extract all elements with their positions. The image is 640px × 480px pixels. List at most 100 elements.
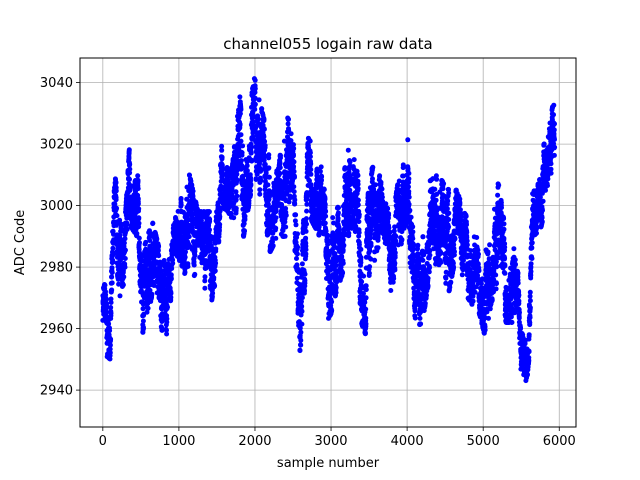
data-point (367, 271, 372, 276)
data-point (210, 291, 215, 296)
data-point (115, 213, 120, 218)
data-point (385, 206, 390, 211)
data-point (299, 322, 304, 327)
data-point (434, 198, 439, 203)
data-point (298, 348, 303, 353)
data-point (256, 116, 261, 121)
data-point (453, 236, 458, 241)
data-point (245, 168, 250, 173)
data-point (448, 280, 453, 285)
data-point (258, 178, 263, 183)
data-point (323, 202, 328, 207)
data-point (369, 243, 374, 248)
data-point (240, 150, 245, 155)
data-point (108, 350, 113, 355)
data-point (291, 153, 296, 158)
data-point (452, 249, 457, 254)
data-point (427, 253, 432, 258)
data-point (123, 256, 128, 261)
data-point (292, 197, 297, 202)
data-point (334, 263, 339, 268)
data-points (100, 76, 557, 383)
data-point (136, 179, 141, 184)
data-point (407, 202, 412, 207)
data-point (156, 244, 161, 249)
data-point (323, 209, 328, 214)
data-point (341, 261, 346, 266)
data-point (123, 248, 128, 253)
data-point (179, 196, 184, 201)
data-point (291, 184, 296, 189)
data-point (108, 337, 113, 342)
data-point (446, 224, 451, 229)
data-point (192, 263, 197, 268)
data-point (291, 164, 296, 169)
data-point (193, 249, 198, 254)
data-point (426, 276, 431, 281)
data-point (253, 86, 258, 91)
data-point (303, 251, 308, 256)
data-point (292, 169, 297, 174)
data-point (217, 214, 222, 219)
data-point (406, 184, 411, 189)
data-point (267, 175, 272, 180)
data-point (341, 243, 346, 248)
data-point (304, 247, 309, 252)
data-point (304, 216, 309, 221)
data-point (183, 250, 188, 255)
data-point (471, 299, 476, 304)
data-point (303, 272, 308, 277)
data-point (262, 117, 267, 122)
data-point (156, 253, 161, 258)
data-point (295, 231, 300, 236)
data-point (164, 316, 169, 321)
data-point (213, 246, 218, 251)
data-point (410, 229, 415, 234)
data-point (336, 210, 341, 215)
data-point (187, 234, 192, 239)
data-point (239, 139, 244, 144)
data-point (114, 197, 119, 202)
data-point (427, 265, 432, 270)
data-point (393, 234, 398, 239)
data-point (213, 268, 218, 273)
data-point (259, 168, 264, 173)
data-point (464, 214, 469, 219)
data-point (393, 238, 398, 243)
data-point (137, 221, 142, 226)
data-point (413, 316, 418, 321)
data-point (392, 261, 397, 266)
data-point (300, 295, 305, 300)
data-point (107, 328, 112, 333)
data-point (207, 217, 212, 222)
data-point (273, 226, 278, 231)
data-point (329, 299, 334, 304)
data-point (278, 161, 283, 166)
data-point (358, 260, 363, 265)
data-point (405, 137, 410, 142)
data-point (123, 265, 128, 270)
data-point (289, 131, 294, 136)
data-point (213, 261, 218, 266)
data-point (401, 162, 406, 167)
data-point (334, 290, 339, 295)
data-point (183, 255, 188, 260)
data-point (253, 78, 258, 83)
data-point (341, 248, 346, 253)
data-point (283, 234, 288, 239)
data-point (304, 209, 309, 214)
data-point (298, 330, 303, 335)
data-point (399, 237, 404, 242)
data-point (304, 202, 309, 207)
data-point (319, 174, 324, 179)
data-point (406, 176, 411, 181)
data-point (262, 127, 267, 132)
data-point (298, 338, 303, 343)
data-point (356, 186, 361, 191)
data-point (363, 307, 368, 312)
data-point (207, 209, 212, 214)
data-point (308, 167, 313, 172)
data-point (356, 219, 361, 224)
data-point (240, 143, 245, 148)
